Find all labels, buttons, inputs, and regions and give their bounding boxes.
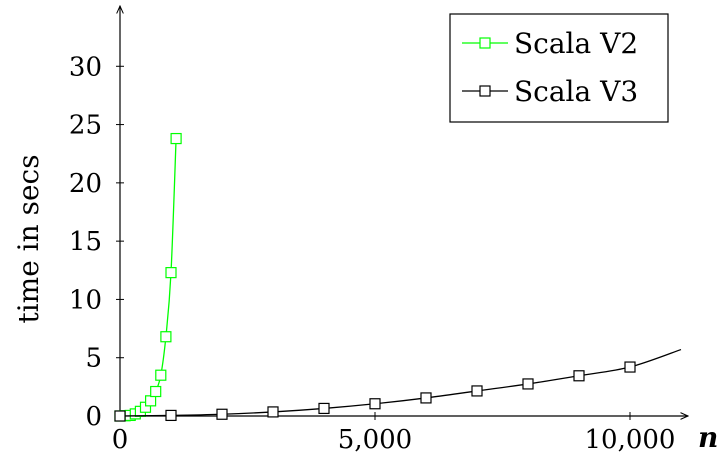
data-point [369, 398, 381, 410]
legend-marker [479, 85, 491, 97]
series-1 [114, 132, 182, 422]
y-tick-label: 20 [69, 169, 102, 199]
data-point [624, 361, 636, 373]
data-point [420, 392, 432, 404]
data-point [267, 406, 279, 418]
y-tick-label: 15 [69, 227, 102, 257]
axes: 0 5 10 15 20 25 30 0 5,000 10,000 [69, 6, 688, 455]
legend-marker [479, 37, 491, 49]
x-tick-label: 10,000 [585, 425, 676, 455]
legend-entry: Scala V3 [462, 75, 638, 108]
legend-entry: Scala V2 [462, 27, 638, 60]
series-line [119, 348, 682, 417]
data-point [318, 402, 330, 415]
x-tick-label: 0 [112, 425, 129, 455]
data-point [573, 370, 585, 382]
y-tick-label: 25 [69, 111, 102, 141]
data-point [170, 132, 182, 145]
y-tick-label: 10 [69, 285, 102, 315]
data-point [165, 409, 177, 422]
legend-label: Scala V2 [514, 27, 638, 60]
y-axis-label: time in secs [12, 154, 45, 323]
legend-box [449, 13, 669, 123]
data-point [155, 369, 167, 381]
y-tick-label: 0 [85, 402, 102, 432]
data-point [145, 395, 157, 407]
data-point [471, 385, 483, 397]
y-tick-label: 5 [85, 344, 102, 374]
legend: Scala V2 Scala V3 [449, 13, 669, 123]
data-point [522, 378, 534, 390]
data-point [114, 410, 126, 422]
series-2 [114, 348, 682, 422]
data-point [150, 385, 162, 398]
data-point [216, 408, 228, 420]
legend-label: Scala V3 [514, 75, 638, 108]
x-tick-label: 5,000 [338, 425, 412, 455]
x-axis-label: n [698, 421, 718, 454]
data-point [160, 331, 172, 343]
data-point [165, 267, 177, 279]
y-tick-label: 30 [69, 52, 102, 82]
series-layer [114, 132, 682, 422]
